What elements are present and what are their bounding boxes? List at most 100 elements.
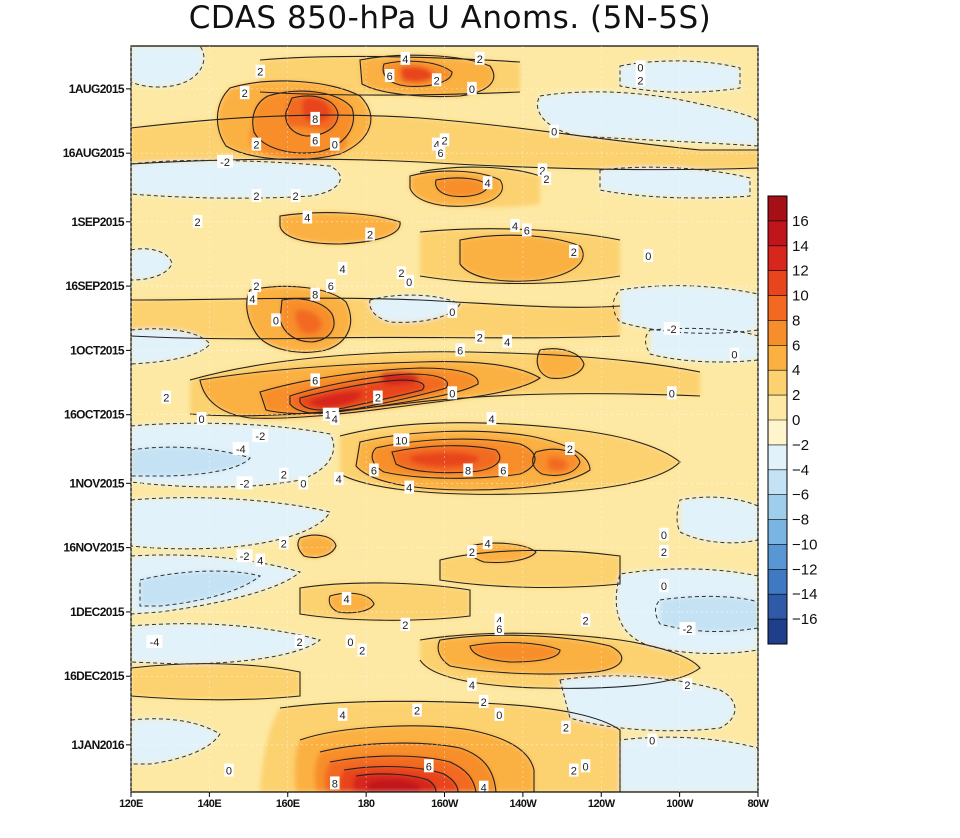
contour-label: 0 <box>298 476 309 490</box>
contour-label-text: 0 <box>661 530 667 542</box>
anomaly-positive-12 <box>310 391 362 408</box>
contour-label-text: 4 <box>406 483 412 495</box>
contour-label: 8 <box>330 776 340 790</box>
contour-label-bg <box>565 442 575 456</box>
contour-label: 2 <box>255 64 266 79</box>
contour-label-bg <box>475 51 485 65</box>
anomaly-positive-4 <box>460 235 584 282</box>
contour-label: 0 <box>196 412 207 426</box>
y-tick-label: 1AUG2015 <box>69 82 125 96</box>
contour-label-text: 2 <box>281 470 287 482</box>
contour-label-bg <box>561 720 571 734</box>
contour-label: 8 <box>310 287 320 302</box>
contour-label-bg <box>580 613 591 627</box>
anomaly-negative <box>620 60 740 93</box>
anomaly-negative <box>131 718 220 764</box>
contour-label-bg <box>224 763 234 777</box>
contour-label: 8 <box>463 463 473 477</box>
contour-label-bg <box>412 703 422 717</box>
contour-label-text: 2 <box>253 281 259 293</box>
contour-label: 4 <box>302 210 313 224</box>
contour-label-text: 6 <box>371 465 377 477</box>
contour-label-bg <box>486 412 497 425</box>
x-tick-label: 140E <box>198 798 222 810</box>
contour-label-bg <box>396 266 407 280</box>
anomaly-negative <box>131 160 341 199</box>
contour-label: 0 <box>404 274 414 289</box>
contour-label-bg <box>330 137 340 151</box>
contour-label-bg <box>404 480 414 494</box>
contour-label: -2 <box>236 476 253 490</box>
contour-label-text: -2 <box>220 157 230 169</box>
contour-label-bg <box>475 330 485 344</box>
contour-label-text: 0 <box>649 736 655 748</box>
contour-label-text: 2 <box>567 444 573 456</box>
colorbar-label: −14 <box>792 586 817 603</box>
contour-label-bg <box>502 334 512 348</box>
contour-label: 4 <box>400 51 411 66</box>
contour-label: 4 <box>431 137 442 152</box>
contour-label-text: 4 <box>336 474 342 486</box>
contour-label-bg <box>482 536 493 550</box>
contour-label: 2 <box>580 613 591 628</box>
y-tick-label: 16SEP2015 <box>65 279 125 293</box>
contour-label-bg <box>217 154 234 168</box>
contour-label-bg <box>643 249 654 263</box>
colorbar-swatch <box>768 220 787 247</box>
contour-label-bg <box>569 763 579 777</box>
contour-label-bg <box>310 133 320 147</box>
contour-label-bg <box>393 433 410 447</box>
contour-label-bg <box>146 634 163 648</box>
contour-label-text: 4 <box>485 538 491 550</box>
anomaly-positive-6 <box>435 178 488 197</box>
contour-label: -2 <box>663 321 680 336</box>
x-tick-label: 180 <box>358 798 375 810</box>
contour-label-bg <box>400 51 411 65</box>
colorbar-swatch <box>768 569 787 595</box>
anomaly-negative <box>140 571 260 606</box>
contour-label: 4 <box>478 780 489 795</box>
contour-label-text: 2 <box>539 165 545 177</box>
contour-label: 0 <box>635 60 646 74</box>
contour-label: 2 <box>279 536 289 550</box>
contour-label-bg <box>659 527 669 541</box>
contour-label: 2 <box>400 617 411 632</box>
contour-label-text: 4 <box>340 710 346 722</box>
contour-label: 4 <box>255 553 266 567</box>
contour-label: -2 <box>252 429 269 443</box>
contour-label: 0 <box>345 634 356 649</box>
contour-label: 4 <box>341 592 352 606</box>
colorbar-swatch <box>768 519 787 545</box>
contour-label-text: -2 <box>683 624 693 636</box>
contour-label: 2 <box>541 171 552 186</box>
contour-label-text: 0 <box>226 766 232 778</box>
contour-label-bg <box>537 163 548 177</box>
y-tick-label: 1OCT2015 <box>70 343 125 357</box>
contour-label-text: -2 <box>667 324 677 336</box>
contour-label-text: 6 <box>426 761 432 773</box>
contour-label-bg <box>667 386 677 400</box>
colorbar-label: −12 <box>792 561 817 578</box>
contour-label-text: 2 <box>543 174 549 186</box>
contour-label-bg <box>463 463 473 477</box>
contour-label-text: 10 <box>395 435 407 447</box>
contour-label-bg <box>447 386 458 400</box>
contour-label-bg <box>236 476 253 490</box>
contour-label-text: 0 <box>551 127 557 139</box>
contour-label: 2 <box>294 634 305 649</box>
contour-label-bg <box>439 133 450 147</box>
contour-label: 2 <box>251 137 262 152</box>
contour-label-text: 2 <box>398 268 404 280</box>
x-tick-label: 100W <box>666 798 694 810</box>
contour-label-bg <box>647 733 657 747</box>
contour-label: 2 <box>561 720 571 735</box>
contour-label-text: 2 <box>477 333 483 345</box>
anomaly-positive-6 <box>470 642 560 662</box>
contour-label: 2 <box>635 73 646 87</box>
contour-label-text: 6 <box>312 135 318 147</box>
contour-label-text: 2 <box>583 616 589 628</box>
colorbar: 16 14 12 10 8 6 4 2 0 −2 −4 −6 −8 −10 −12 −14 −16 <box>767 195 817 645</box>
contour-label: 0 <box>729 347 740 362</box>
contour-label-text: 6 <box>387 71 393 83</box>
contour-label-text: 0 <box>469 84 475 96</box>
